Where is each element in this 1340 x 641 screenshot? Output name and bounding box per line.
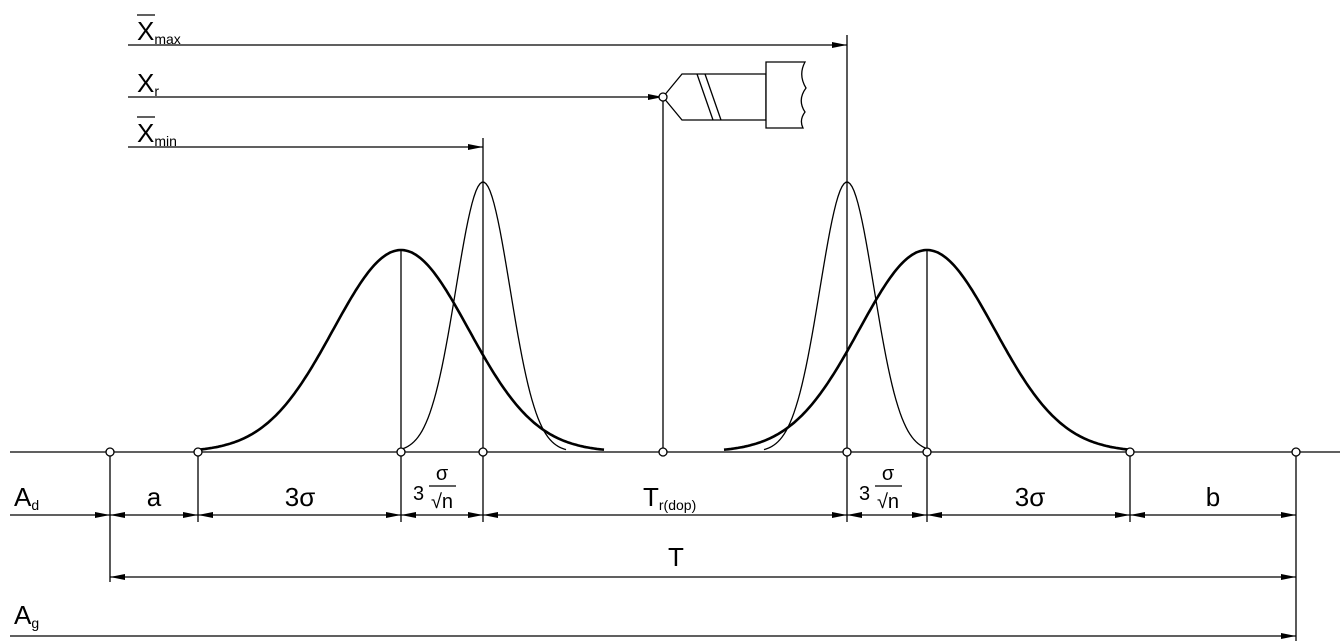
- label-main: T: [643, 482, 659, 512]
- label: 3σ: [1015, 482, 1046, 512]
- label-main: X: [137, 68, 154, 98]
- label-sub: min: [154, 133, 177, 149]
- label-sub: r: [154, 83, 159, 99]
- label: Xmax: [137, 16, 181, 47]
- label: Xr: [137, 68, 159, 99]
- label-main: A: [14, 482, 32, 512]
- coefficient: 3: [413, 483, 424, 505]
- denominator: √n: [877, 491, 899, 513]
- fraction-label: 3 σ √n: [859, 463, 902, 513]
- extension-lines: [110, 35, 1296, 641]
- label: Ag: [14, 600, 39, 631]
- label: Tr(dop): [643, 482, 696, 513]
- label: Ad: [14, 482, 39, 513]
- coefficient: 3: [859, 483, 870, 505]
- label: Xmin: [137, 118, 177, 149]
- label-sub: d: [31, 497, 39, 513]
- label-sub: g: [31, 615, 39, 631]
- numerator: σ: [436, 463, 449, 485]
- label-sub: max: [154, 31, 180, 47]
- label: 3σ: [285, 482, 316, 512]
- diagram: Xmax Xr Xmin Ad a 3σ 3 σ √n Tr(dop) 3 σ …: [0, 0, 1340, 641]
- label-main: X: [137, 118, 154, 148]
- numerator: σ: [882, 463, 895, 485]
- label-main: A: [14, 600, 32, 630]
- denominator: √n: [431, 491, 453, 513]
- label-sub: r(dop): [659, 497, 696, 513]
- label: a: [147, 482, 162, 512]
- curve: [764, 182, 928, 449]
- distribution-curves: [198, 182, 1130, 450]
- cutting-tool: [663, 62, 806, 128]
- label: b: [1206, 482, 1220, 512]
- label-main: X: [137, 16, 154, 46]
- label: T: [668, 542, 684, 572]
- curve: [402, 182, 566, 449]
- dimension-lines: [10, 515, 1296, 636]
- fraction-label: 3 σ √n: [413, 463, 456, 513]
